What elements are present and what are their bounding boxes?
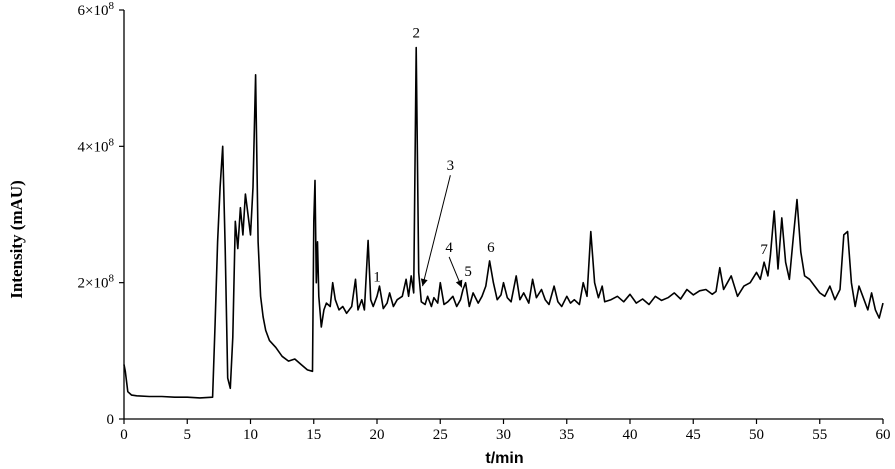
y-tick-label: 4×108: [78, 136, 115, 155]
peak-label-2: 2: [412, 25, 420, 41]
x-tick-label: 45: [686, 427, 701, 443]
x-tick-label: 55: [812, 427, 827, 443]
x-tick-label: 0: [120, 427, 128, 443]
peak-label-7: 7: [760, 242, 768, 258]
peak-label-5: 5: [464, 264, 472, 280]
peak-label-6: 6: [487, 240, 495, 256]
x-tick-label: 15: [306, 427, 321, 443]
x-tick-label: 35: [559, 427, 574, 443]
x-tick-label: 10: [243, 427, 258, 443]
peak-annotations: 1 2 3 456 7: [373, 25, 768, 288]
x-ticks: 0 5 10 15 20 25 30 35 40 45 50 55 60: [120, 419, 891, 443]
peak-label-3: 3: [447, 158, 455, 174]
y-tick-label: 6×108: [78, 0, 115, 19]
y-tick-exponent: 8: [109, 0, 115, 12]
y-tick-label: 0: [107, 412, 115, 428]
y-tick-exponent: 8: [109, 273, 115, 285]
peak-label-4: 4: [445, 240, 453, 256]
peak-arrow-3: [422, 175, 451, 287]
x-tick-label: 5: [184, 427, 192, 443]
y-tick-label: 2×108: [78, 273, 115, 292]
peak-label-1: 1: [373, 269, 381, 285]
y-axis-label: Intensity (mAU): [7, 180, 26, 299]
peak-arrowhead-3: [420, 278, 428, 287]
x-tick-label: 25: [433, 427, 448, 443]
x-tick-label: 30: [496, 427, 511, 443]
peak-arrowhead-4: [455, 279, 463, 288]
x-tick-label: 20: [370, 427, 385, 443]
x-tick-label: 60: [876, 427, 891, 443]
y-tick-exponent: 8: [109, 136, 115, 148]
chromatogram-trace: [123, 46, 884, 399]
x-tick-label: 50: [749, 427, 764, 443]
x-axis-label: t/min: [485, 450, 523, 467]
axes: [123, 10, 883, 420]
y-ticks: 0 2×108 4×108 6×108: [78, 0, 124, 428]
x-tick-label: 40: [623, 427, 638, 443]
